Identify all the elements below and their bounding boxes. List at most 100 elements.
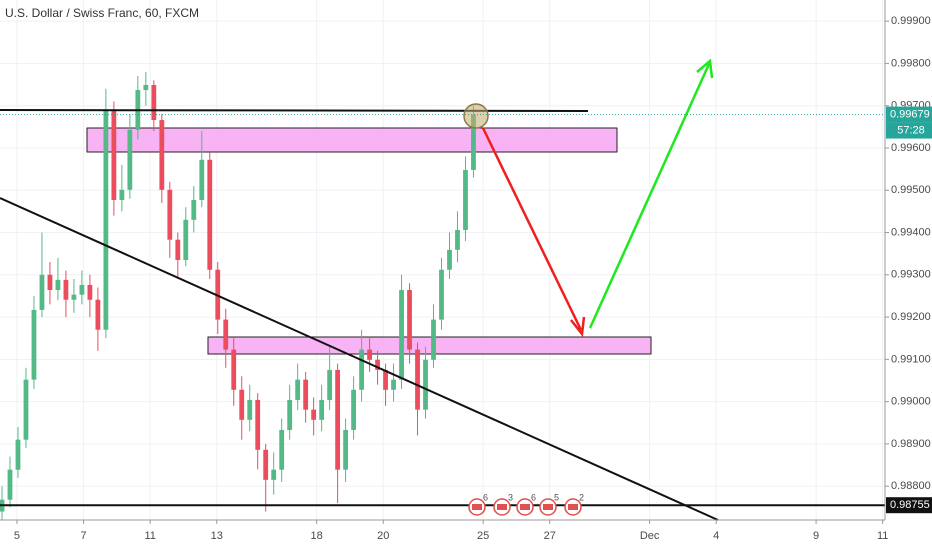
candle-body (447, 249, 452, 270)
candle-body (439, 269, 444, 320)
x-tick-label: 13 (211, 530, 223, 542)
candle (343, 418, 349, 482)
x-tick-label: 4 (713, 530, 719, 542)
candle (119, 164, 125, 212)
candle-body (143, 84, 149, 91)
support-zone (207, 336, 652, 355)
countdown-badge (886, 122, 932, 139)
y-tick-label: 0.99800 (891, 57, 931, 69)
candle-body (255, 399, 261, 450)
candle-body (239, 389, 245, 420)
candle-body (375, 359, 380, 370)
candle-body (279, 429, 285, 470)
candle (15, 426, 21, 478)
candle-body (103, 109, 109, 330)
candle (463, 156, 468, 241)
event-count: 6 (531, 492, 536, 502)
y-tick-label: 0.98800 (891, 480, 931, 492)
price-axis (885, 0, 932, 520)
highlight-circle (463, 103, 489, 129)
candle-body (407, 290, 412, 350)
candles (0, 71, 476, 520)
candle-body (367, 349, 372, 360)
candle-body (39, 274, 45, 310)
countdown-label: 57:28 (897, 124, 925, 136)
candle (39, 232, 45, 318)
x-tick-label: 18 (311, 530, 323, 542)
x-tick-label: 20 (377, 530, 389, 542)
support-label: 0.98755 (890, 499, 930, 511)
candle-body (383, 369, 388, 390)
candle-body (399, 290, 404, 380)
down-arrow (481, 127, 583, 331)
candle (407, 283, 412, 364)
candle (87, 274, 93, 318)
candle (327, 346, 333, 411)
candle (159, 114, 165, 203)
up-arrowhead (696, 58, 714, 79)
candle (143, 71, 149, 106)
candle (111, 101, 117, 216)
candle-body (263, 449, 269, 480)
axes: 0.999000.998000.997000.996000.995000.994… (14, 15, 932, 542)
x-tick-label: 11 (144, 530, 155, 542)
candle-body (183, 219, 189, 260)
candle-body (79, 284, 85, 295)
candle (271, 452, 277, 495)
candle-body (287, 399, 293, 430)
candle-body (391, 379, 396, 390)
event-flag (568, 504, 578, 510)
overlay: 6 3 6 5 2 (0, 114, 885, 516)
event-flag (472, 504, 482, 510)
candle (183, 207, 189, 267)
candle (47, 262, 53, 305)
x-tick-label: 27 (544, 530, 556, 542)
candle-body (119, 189, 125, 200)
candle (423, 346, 428, 419)
drawings (86, 127, 652, 355)
event-count: 5 (554, 492, 559, 502)
candle-body (31, 309, 37, 380)
events: 6 3 6 5 2 (468, 492, 584, 516)
x-tick-label: 11 (877, 530, 888, 542)
candle (79, 270, 85, 305)
x-tick-label: 25 (477, 530, 489, 542)
candle-body (327, 369, 333, 400)
candle-body (175, 239, 181, 260)
candle (415, 342, 420, 436)
candle (7, 456, 13, 508)
candle-body (463, 169, 468, 230)
candle-body (303, 379, 309, 410)
candle (23, 367, 29, 449)
last-price-label: 0.99679 (890, 108, 930, 120)
candle (207, 152, 213, 280)
candle-body (55, 279, 61, 291)
chart-title: U.S. Dollar / Swiss Franc, 60, FXCM (5, 6, 199, 20)
candle-body (423, 359, 428, 410)
candle (167, 181, 173, 258)
event-flag (497, 504, 507, 510)
candle (239, 376, 245, 440)
event-count: 2 (579, 492, 584, 502)
candle-body (207, 159, 213, 270)
candle-body (199, 159, 205, 200)
y-tick-label: 0.99600 (891, 142, 931, 154)
up-arrow (588, 63, 711, 329)
candle-body (111, 109, 117, 200)
candle (311, 397, 317, 436)
y-tick-label: 0.99500 (891, 184, 931, 196)
candle-body (471, 114, 476, 170)
candle-body (359, 349, 364, 390)
y-tick-label: 0.99200 (891, 311, 931, 323)
candle (199, 131, 205, 208)
candle-body (71, 294, 77, 300)
candle (399, 274, 404, 389)
candle (31, 295, 37, 389)
candle (391, 363, 396, 402)
candle-body (127, 129, 133, 190)
y-tick-label: 0.99000 (891, 396, 931, 408)
candle (431, 304, 436, 368)
candle-body (319, 399, 325, 420)
candle (287, 384, 293, 440)
